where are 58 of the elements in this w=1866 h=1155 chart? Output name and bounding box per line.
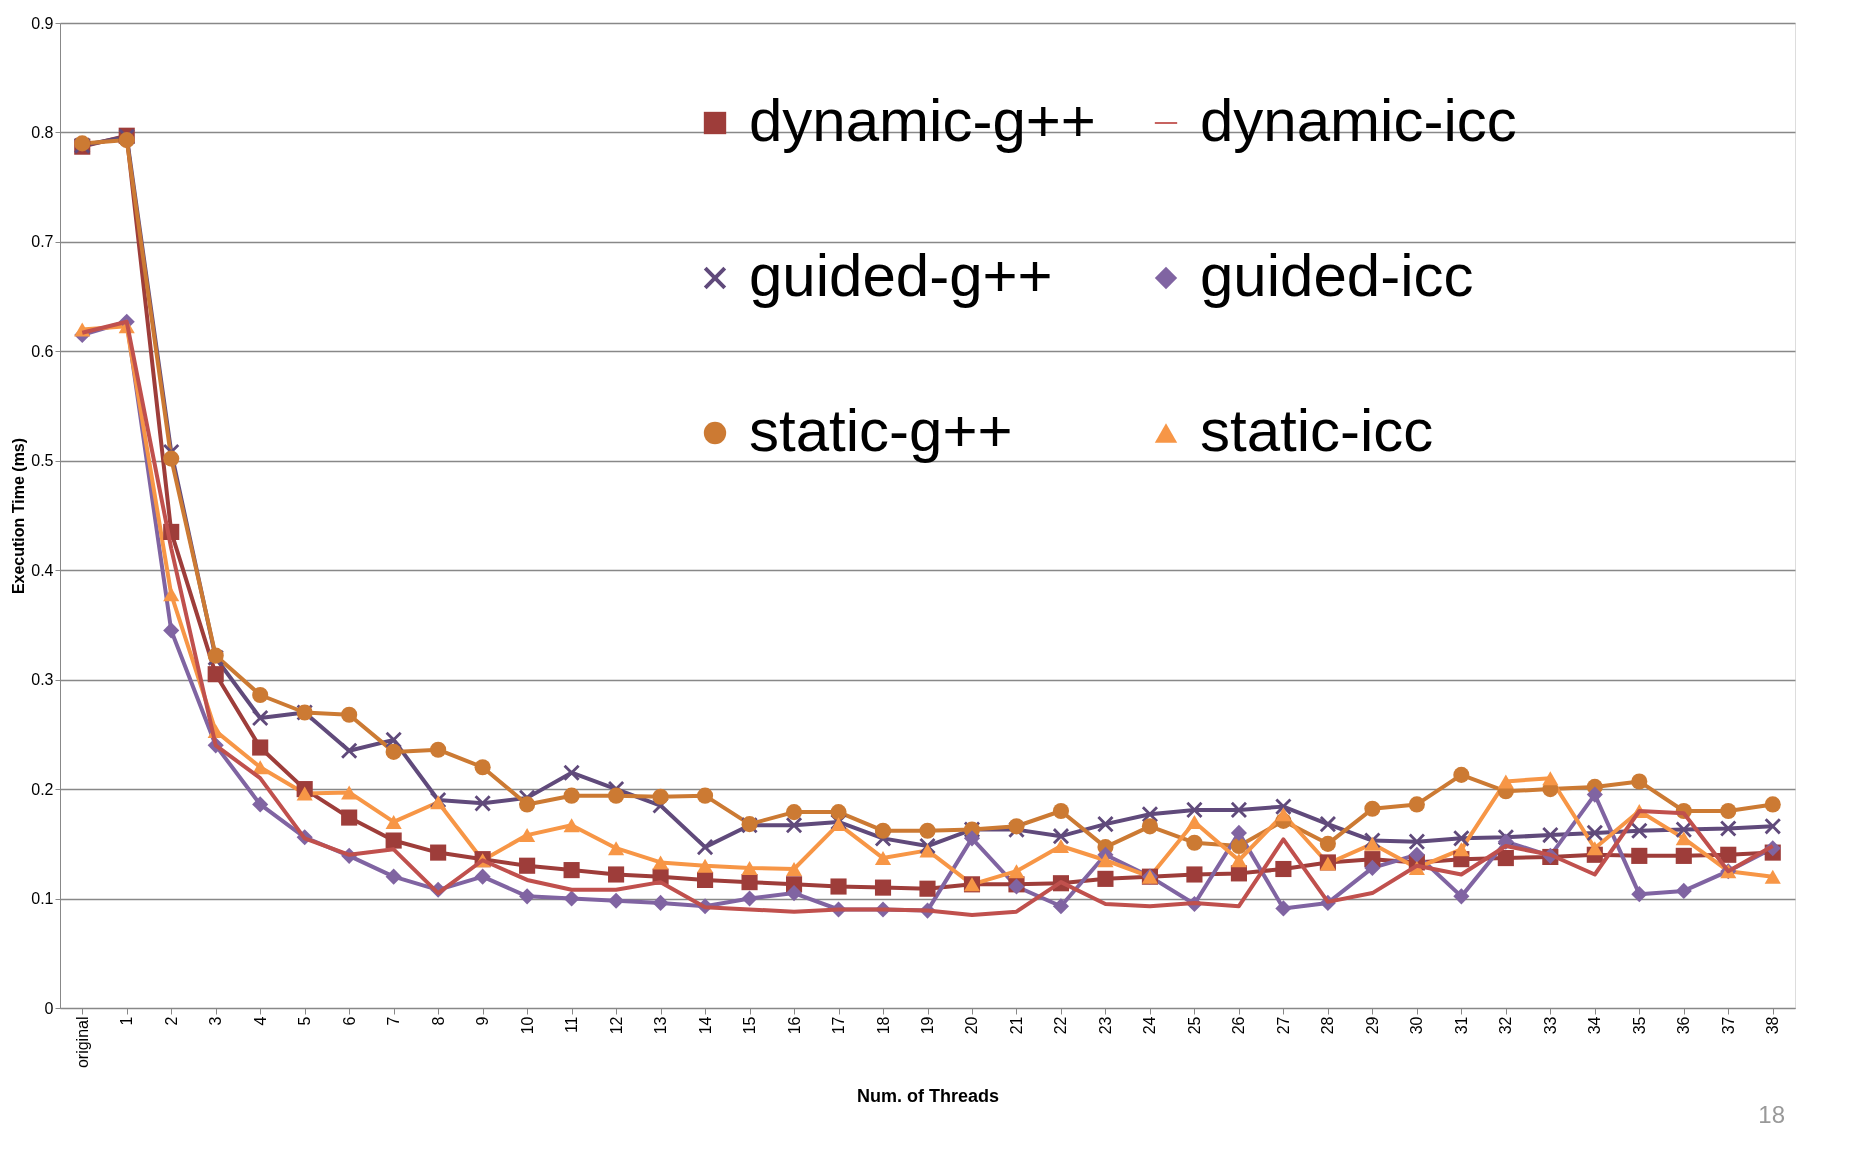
legend-label: dynamic-g++: [749, 87, 1096, 154]
x-tick-label: 22: [1052, 1016, 1070, 1035]
y-tick-label: 0.5: [31, 452, 54, 470]
x-tick-label: 12: [607, 1016, 625, 1035]
legend-label: static-icc: [1200, 397, 1434, 464]
text: 18: [1758, 1101, 1785, 1128]
x-tick-label: 7: [385, 1016, 403, 1026]
x-tick-label: 1: [118, 1016, 136, 1026]
x-tick-label: 16: [785, 1016, 803, 1035]
x-tick-label: 8: [429, 1016, 447, 1026]
x-tick-label: 33: [1541, 1016, 1559, 1035]
x-tick-label: original: [73, 1016, 91, 1069]
x-tick-label: 13: [652, 1016, 670, 1035]
x-tick-label: 30: [1408, 1016, 1426, 1035]
x-tick-label: 31: [1452, 1016, 1470, 1035]
x-tick-label: 38: [1764, 1016, 1782, 1035]
x-tick-label: 35: [1630, 1016, 1648, 1035]
y-tick-label: 0.8: [31, 123, 54, 141]
x-tick-label: 32: [1497, 1016, 1515, 1035]
legend-label: dynamic-icc: [1200, 87, 1517, 154]
y-tick-label: 0.3: [31, 671, 54, 689]
x-tick-label: 34: [1586, 1016, 1604, 1035]
x-tick-label: 10: [518, 1016, 536, 1035]
x-tick-label: 20: [963, 1016, 981, 1035]
y-tick-label: 0.1: [31, 890, 54, 908]
x-tick-label: 5: [296, 1016, 314, 1026]
x-tick-label: 25: [1185, 1016, 1203, 1035]
y-tick-label: 0.9: [31, 14, 54, 32]
y-tick-label: 0.2: [31, 780, 54, 798]
legend-label: guided-g++: [749, 242, 1053, 309]
x-tick-label: 15: [741, 1016, 759, 1035]
y-tick-label: 0: [44, 999, 54, 1017]
x-tick-label: 36: [1675, 1016, 1693, 1035]
y-tick-label: 0.6: [31, 342, 54, 360]
x-tick-label: 23: [1096, 1016, 1114, 1035]
x-axis-title: Num. of Threads: [856, 1086, 1000, 1107]
x-tick-label: 19: [919, 1016, 936, 1035]
x-tick-label: 4: [251, 1016, 269, 1026]
x-tick-label: 29: [1363, 1016, 1381, 1035]
x-tick-label: 24: [1141, 1016, 1159, 1035]
x-tick-label: 3: [207, 1016, 225, 1026]
x-tick-label: 9: [474, 1016, 492, 1026]
x-tick-label: 2: [162, 1016, 180, 1026]
x-tick-label: 27: [1274, 1016, 1292, 1035]
x-tick-label: 28: [1319, 1016, 1337, 1035]
x-tick-label: 21: [1007, 1016, 1025, 1035]
y-axis-title: Execution Time (ms): [10, 437, 28, 595]
x-tick-label: 18: [874, 1016, 892, 1035]
x-tick-label: 17: [830, 1016, 848, 1035]
x-tick-label: 11: [563, 1016, 581, 1034]
x-tick-label: 6: [340, 1016, 358, 1026]
y-tick-label: 0.4: [31, 561, 54, 579]
y-tick-label: 0.7: [31, 233, 54, 251]
legend-label: guided-icc: [1200, 242, 1474, 309]
x-tick-label: 37: [1719, 1016, 1737, 1035]
legend-label: static-g++: [749, 397, 1013, 464]
x-tick-label: 14: [696, 1016, 714, 1035]
x-tick-label: 26: [1230, 1016, 1248, 1035]
